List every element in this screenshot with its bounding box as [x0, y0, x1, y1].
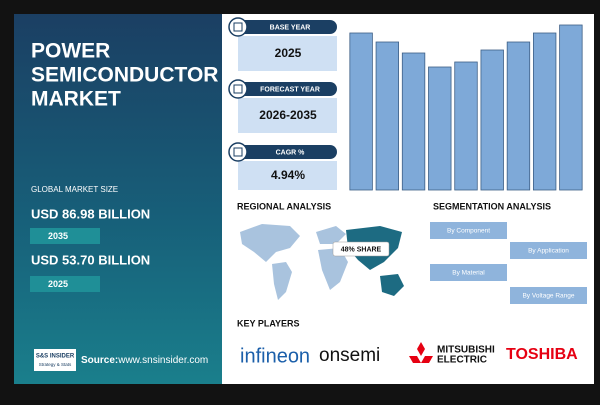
source-url: www.snsinsider.com	[117, 355, 208, 366]
year-tag	[30, 276, 100, 292]
card-value-box	[238, 98, 337, 133]
market-value: USD 86.98 BILLION	[31, 206, 150, 221]
bar	[559, 24, 583, 191]
share-label: 48% SHARE	[341, 246, 382, 253]
title-line: POWER	[31, 40, 110, 63]
bar	[375, 41, 400, 191]
bar	[532, 32, 557, 191]
segment-box	[510, 242, 587, 259]
market-label: GLOBAL MARKET SIZE	[31, 185, 118, 194]
title-line: SEMICONDUCTOR	[31, 64, 218, 87]
section-title: SEGMENTATION ANALYSIS	[433, 201, 551, 211]
segment-label: By Application	[528, 248, 569, 255]
bar	[349, 32, 373, 191]
card-label-pill	[236, 82, 337, 96]
card-icon-glyph	[233, 84, 243, 94]
section-title: REGIONAL ANALYSIS	[237, 201, 331, 211]
bar	[454, 61, 478, 191]
card-label: CAGR %	[276, 149, 306, 156]
card-value: 2026-2035	[259, 108, 317, 122]
source: Source:www.snsinsider.com	[81, 355, 208, 366]
bar	[506, 41, 531, 191]
player-logo: ELECTRIC	[437, 355, 487, 366]
card-value: 2025	[275, 46, 302, 60]
logo-brand: S&S INSIDER	[36, 354, 75, 360]
player-logo: TOSHIBA	[506, 346, 578, 363]
segment-box	[510, 287, 587, 304]
side-panel	[14, 14, 222, 384]
card-icon	[228, 79, 248, 99]
player-logo: infineon	[240, 345, 310, 367]
card-value-box	[238, 36, 337, 71]
segment-label: By Component	[447, 228, 490, 235]
card-label-pill	[236, 20, 337, 34]
card-icon-glyph	[233, 147, 243, 157]
world-map	[240, 224, 404, 300]
segment-box	[430, 222, 507, 239]
market-value: USD 53.70 BILLION	[31, 252, 150, 267]
segment-label: By Material	[452, 270, 485, 277]
card-icon	[228, 142, 248, 162]
card-icon-glyph	[233, 22, 243, 32]
year-tag-text: 2025	[48, 279, 68, 289]
card-value-box	[238, 161, 337, 190]
logo-box	[34, 349, 76, 371]
source-label: Source:	[81, 355, 118, 366]
mitsubishi-mark	[409, 342, 433, 363]
card-label-pill	[236, 145, 337, 159]
segment-box	[430, 264, 507, 281]
title-line: MARKET	[31, 88, 121, 111]
bar	[480, 49, 504, 191]
year-tag	[30, 228, 100, 244]
section-title: KEY PLAYERS	[237, 318, 300, 328]
player-logo: onsemi	[319, 345, 380, 366]
card-value: 4.94%	[271, 168, 305, 182]
bar	[428, 66, 452, 191]
year-tag-text: 2035	[48, 231, 68, 241]
segment-label: By Voltage Range	[522, 293, 574, 300]
card-icon	[228, 17, 248, 37]
logo-tagline: Strategy & Stats	[39, 362, 72, 367]
bar	[401, 52, 426, 191]
card-label: FORECAST YEAR	[260, 86, 320, 93]
player-logo: MITSUBISHI	[437, 345, 495, 356]
card-label: BASE YEAR	[270, 24, 311, 31]
